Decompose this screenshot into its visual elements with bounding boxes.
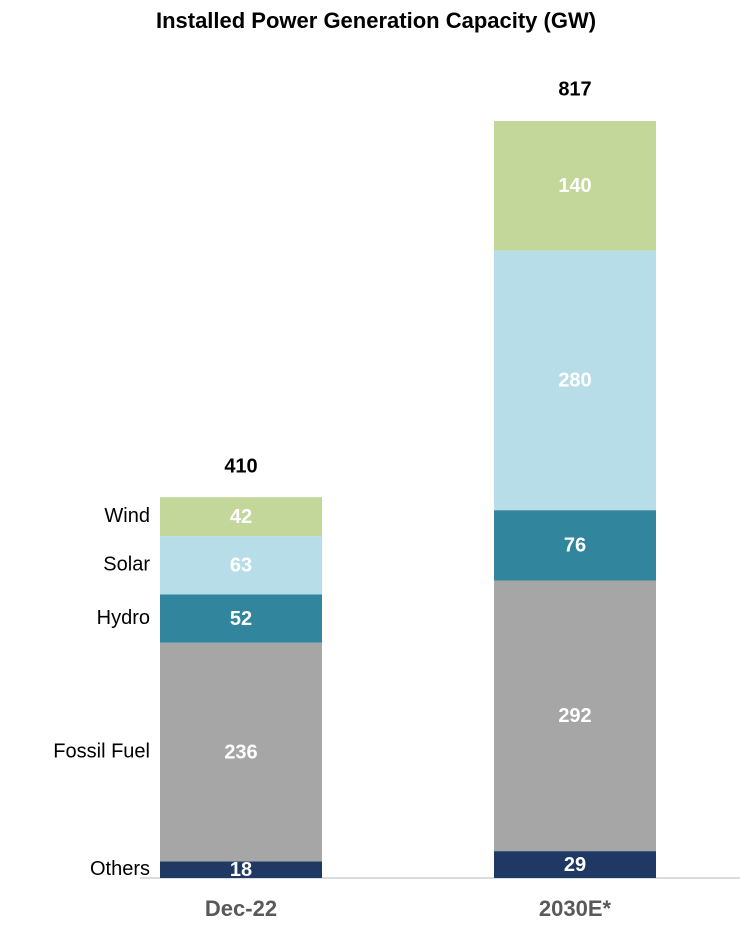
bar-segment	[494, 250, 656, 511]
bar-segment	[160, 642, 322, 862]
bar-segment	[160, 594, 322, 643]
value-label: 292	[558, 705, 591, 727]
value-label: 52	[230, 608, 252, 630]
value-label: 63	[230, 555, 252, 577]
chart-title: Installed Power Generation Capacity (GW)	[156, 8, 596, 33]
value-label: 280	[558, 370, 591, 392]
value-label: 29	[564, 854, 586, 876]
total-label: 817	[558, 78, 591, 100]
bar-segment	[494, 510, 656, 581]
bar-segment	[494, 121, 656, 251]
legend-label: Hydro	[97, 607, 150, 629]
legend-label: Fossil Fuel	[53, 740, 150, 762]
value-label: 140	[558, 175, 591, 197]
bar-segment	[160, 497, 322, 537]
legend-label: Wind	[104, 505, 150, 527]
bar-segment	[160, 861, 322, 878]
value-label: 236	[224, 741, 257, 763]
value-label: 18	[230, 859, 252, 881]
value-label: 76	[564, 535, 586, 557]
total-label: 410	[224, 455, 257, 477]
legend-label: Others	[90, 858, 150, 880]
x-tick-label: 2030E*	[539, 896, 612, 921]
bar-segment	[494, 580, 656, 852]
bar-segment	[494, 851, 656, 878]
x-tick-label: Dec-22	[205, 896, 277, 921]
bar-segment	[160, 536, 322, 595]
legend-label: Solar	[103, 554, 150, 576]
value-label: 42	[230, 506, 252, 528]
